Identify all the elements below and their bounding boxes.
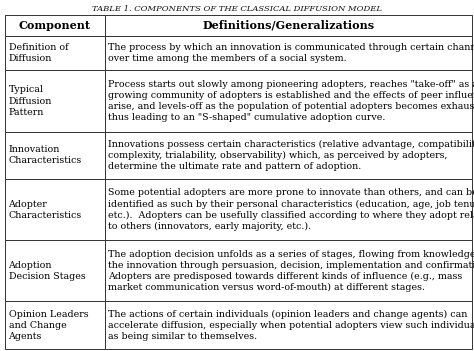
Text: The adoption decision unfolds as a series of stages, flowing from knowledge of
t: The adoption decision unfolds as a serie… <box>109 250 474 292</box>
Bar <box>105 71 472 132</box>
Text: Process starts out slowly among pioneering adopters, reaches "take-off" as a
gro: Process starts out slowly among pioneeri… <box>109 80 474 122</box>
Bar <box>105 179 472 240</box>
Bar <box>5 15 105 36</box>
Bar <box>5 240 105 302</box>
Text: Some potential adopters are more prone to innovate than others, and can be
ident: Some potential adopters are more prone t… <box>109 188 474 231</box>
Bar <box>5 71 105 132</box>
Text: Innovations possess certain characteristics (relative advantage, compatibility,
: Innovations possess certain characterist… <box>109 140 474 171</box>
Text: The actions of certain individuals (opinion leaders and change agents) can
accel: The actions of certain individuals (opin… <box>109 310 474 341</box>
Text: TABLE 1. COMPONENTS OF THE CLASSICAL DIFFUSION MODEL: TABLE 1. COMPONENTS OF THE CLASSICAL DIF… <box>92 5 382 13</box>
Text: Adoption
Decision Stages: Adoption Decision Stages <box>9 261 85 281</box>
Bar <box>5 302 105 349</box>
Text: Opinion Leaders
and Change
Agents: Opinion Leaders and Change Agents <box>9 310 88 341</box>
Text: Component: Component <box>19 20 91 31</box>
Bar <box>105 132 472 179</box>
Bar <box>5 179 105 240</box>
Bar <box>5 36 105 71</box>
Text: Definitions/Generalizations: Definitions/Generalizations <box>202 20 374 31</box>
Bar <box>5 132 105 179</box>
Text: Adopter
Characteristics: Adopter Characteristics <box>9 200 82 220</box>
Text: Typical
Diffusion
Pattern: Typical Diffusion Pattern <box>9 85 52 117</box>
Bar <box>105 36 472 71</box>
Bar <box>105 302 472 349</box>
Text: The process by which an innovation is communicated through certain channels
over: The process by which an innovation is co… <box>109 43 474 63</box>
Bar <box>105 240 472 302</box>
Text: Innovation
Characteristics: Innovation Characteristics <box>9 145 82 165</box>
Bar <box>105 15 472 36</box>
Text: Definition of
Diffusion: Definition of Diffusion <box>9 43 68 63</box>
